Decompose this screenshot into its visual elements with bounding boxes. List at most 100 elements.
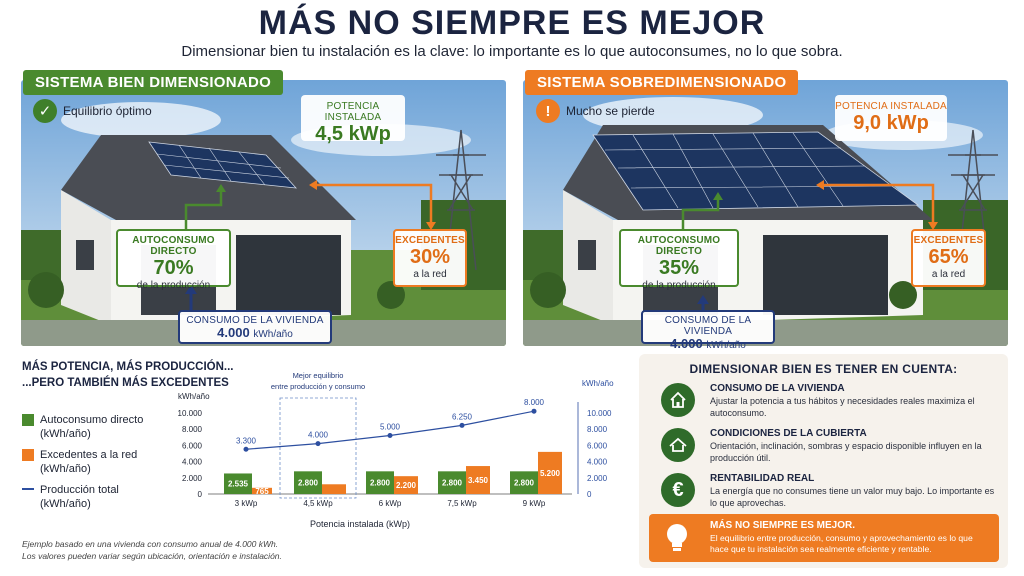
legend-self-consumption: Autoconsumo directo (kWh/año) [22,413,143,441]
point-label-total: 3.300 [236,436,257,445]
well-sized-tag: SISTEMA BIEN DIMENSIONADO [23,70,284,95]
point-label-total: 4.000 [308,431,329,440]
point-label-total: 5.000 [380,423,401,432]
y-tick-label-right: 8.000 [587,425,608,434]
bar-self-consumption [366,471,394,494]
tip-desc: Ajustar la potencia a tus hábitos y nece… [710,396,975,418]
y-tick-label-left: 6.000 [182,441,203,450]
legend-label: Autoconsumo directo [40,414,144,426]
right-status: ! Mucho se pierde [536,99,655,123]
bar-label-excess: 765 [255,487,269,496]
x-tick-label: 4,5 kWp [303,499,333,508]
y-tick-label-right: 6.000 [587,441,608,450]
conclusion-banner: MÁS NO SIEMPRE ES MEJOR. El equilibrio e… [649,514,999,562]
tip-title: CONSUMO DE LA VIVIENDA [710,383,845,394]
production-chart: kWh/año kWh/año 0 2.000 4.000 6.000 8.000 10.00… [178,371,615,529]
x-axis-label: Potencia instalada (kWp) [310,519,410,529]
point-total-production [459,422,465,428]
y-tick-label-left: 2.000 [182,474,203,483]
legend-unit: (kWh/año) [40,498,91,510]
legend-line-blue [22,488,34,490]
page-subtitle: Dimensionar bien tu instalación es la cl… [181,43,843,60]
footnote-line-1: Ejemplo basado en una vivienda con consu… [22,539,279,549]
right-self-consumption-box: AUTOCONSUMO DIRECTO 35% de la producción [619,229,739,291]
tip-item-profitability: € RENTABILIDAD REAL La energía que no co… [661,473,1001,517]
y-tick-label-left: 0 [198,490,203,499]
tip-item-roof: CONDICIONES DE LA CUBIERTA Orientación, … [661,428,1001,472]
bar-label-self: 2.800 [514,479,535,488]
warning-icon: ! [536,99,560,123]
tip-item-consumption: CONSUMO DE LA VIVIENDA Ajustar la potenc… [661,383,1001,427]
lightbulb-icon [663,522,691,559]
house-icon [661,383,695,417]
tip-title: RENTABILIDAD REAL [710,473,815,484]
y-tick-label-left: 8.000 [182,425,203,434]
legend-unit: (kWh/año) [40,463,91,475]
bar-label-self: 2.535 [228,480,249,489]
x-tick-label: 9 kWp [523,499,546,508]
bar-excess [252,487,272,494]
point-total-production [243,446,249,452]
conclusion-desc: El equilibrio entre producción, consumo … [710,533,973,554]
chart-heading: MÁS POTENCIA, MÁS PRODUCCIÓN... ...PERO … [22,359,233,391]
y-tick-label-right: 4.000 [587,458,608,467]
tip-desc: Orientación, inclinación, sombras y espa… [710,441,982,463]
legend-swatch-green [22,414,34,426]
legend-total-production: Producción total (kWh/año) [22,483,119,511]
legend-unit: (kWh/año) [40,428,91,440]
footnote: Ejemplo basado en una vivienda con consu… [22,538,282,562]
right-power-box: POTENCIA INSTALADA 9,0 kWp [835,95,947,141]
y-tick-label-left: 4.000 [182,458,203,467]
left-status-text: Equilibrio óptimo [63,104,152,118]
conclusion-title: MÁS NO SIEMPRE ES MEJOR. [710,520,856,531]
bar-self-consumption [294,471,322,494]
bar-excess [466,466,490,494]
left-self-consumption-box: AUTOCONSUMO DIRECTO 70% de la producción [116,229,231,291]
y-tick-label-right: 2.000 [587,474,608,483]
x-tick-label: 3 kWp [235,499,258,508]
footnote-line-2: Los valores pueden variar según ubicació… [22,551,282,561]
x-tick-label: 6 kWp [379,499,402,508]
right-excess-box: EXCEDENTES 65% a la red [911,229,986,287]
y-tick-label-right: 0 [587,490,592,499]
tip-desc: La energía que no consumes tiene un valo… [710,486,995,508]
point-label-total: 6.250 [452,412,473,421]
bar-label-self: 2.800 [442,479,463,488]
legend-label: Producción total [40,484,119,496]
bar-label-self: 2.800 [298,479,319,488]
point-total-production [315,441,321,447]
right-consumption-box: CONSUMO DE LA VIVIENDA 4.000 kWh/año [641,310,775,351]
page-title: MÁS NO SIEMPRE ES MEJOR [258,4,766,42]
bar-self-consumption [224,473,252,494]
y-axis-label-left: kWh/año [178,392,210,401]
right-status-text: Mucho se pierde [566,104,655,118]
legend-label: Excedentes a la red [40,449,138,461]
point-total-production [387,433,393,438]
point-total-production [531,408,537,414]
highlight-box [279,397,357,499]
euro-icon: € [661,473,695,507]
tip-title: CONDICIONES DE LA CUBIERTA [710,428,867,439]
legend-excess: Excedentes a la red (kWh/año) [22,448,137,476]
bar-label-excess: 3.450 [468,476,489,485]
chart-heading-line-1: MÁS POTENCIA, MÁS PRODUCCIÓN... [22,361,234,373]
y-axis-label-right: kWh/año [582,379,614,388]
bar-label-excess: 2.200 [396,481,417,490]
annotation-line-2: entre producción y consumo [271,382,365,391]
point-label-total: 8.000 [524,398,545,407]
bar-excess [322,484,346,494]
chart-heading-line-2: ...PERO TAMBIÉN MÁS EXCEDENTES [22,377,229,389]
oversized-tag: SISTEMA SOBREDIMENSIONADO [525,70,799,95]
bar-label-excess: 5.200 [540,469,561,478]
tips-title: DIMENSIONAR BIEN ES TENER EN CUENTA: [689,362,958,376]
bar-self-consumption [510,471,538,494]
y-tick-label-left: 10.000 [178,409,203,418]
bar-label-self: 2.800 [370,479,391,488]
legend-swatch-orange [22,449,34,461]
annotation-line-1: Mejor equilibrio [293,371,344,380]
left-power-box: POTENCIA INSTALADA 4,5 kWp [301,95,405,145]
check-icon: ✓ [33,99,57,123]
bar-excess [538,451,562,494]
bar-excess [394,476,418,494]
left-excess-box: EXCEDENTES 30% a la red [393,229,467,287]
